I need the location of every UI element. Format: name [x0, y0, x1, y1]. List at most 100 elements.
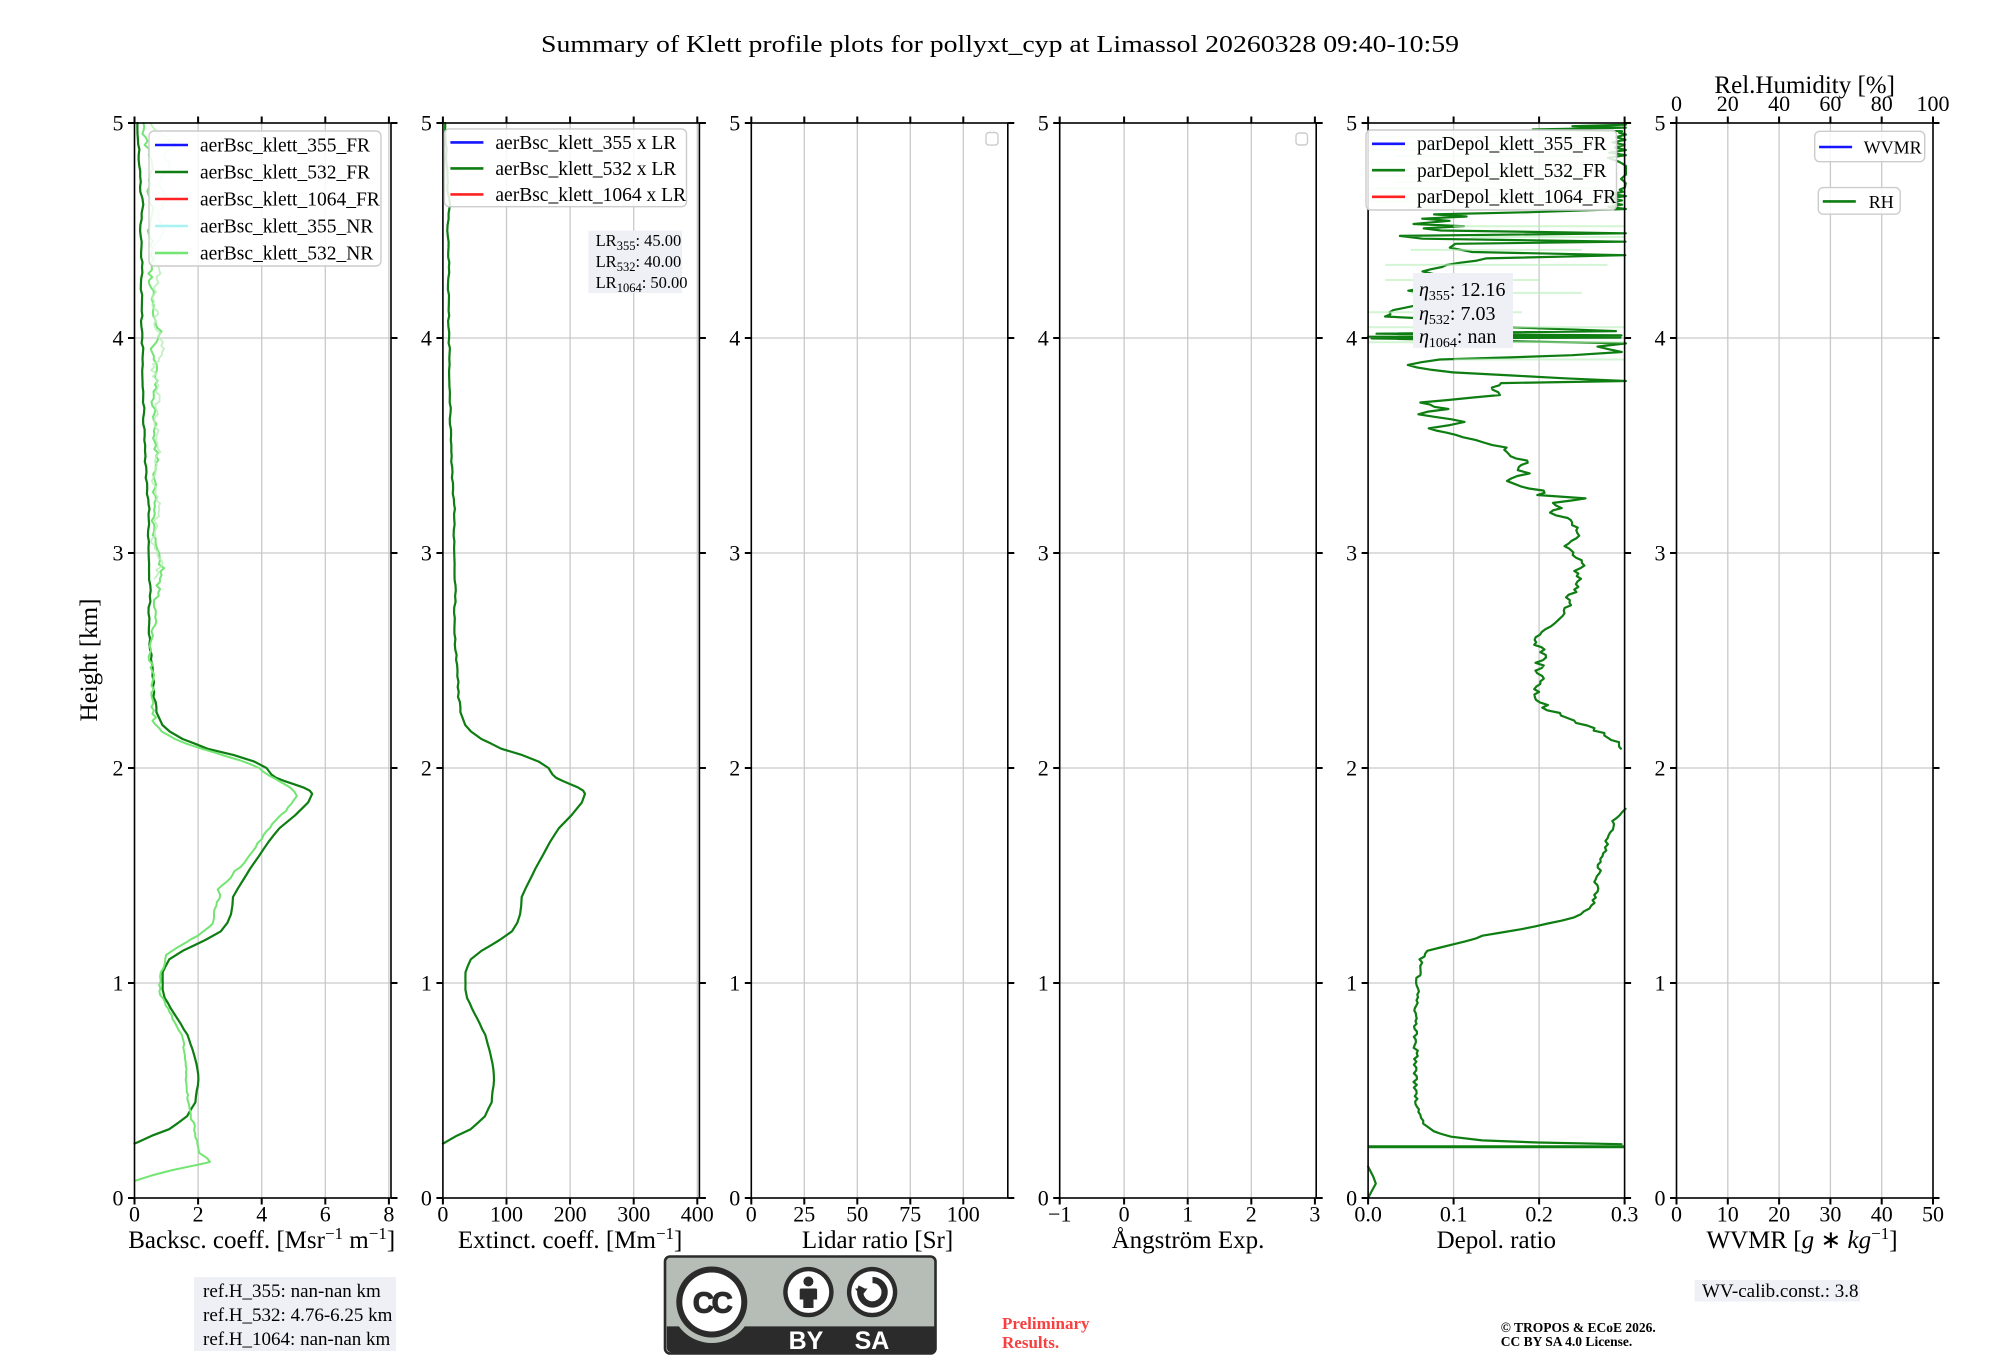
svg-text:200: 200	[554, 1202, 587, 1227]
svg-text:400: 400	[681, 1202, 714, 1227]
svg-text:ref.H_1064: nan-nan km: ref.H_1064: nan-nan km	[203, 1329, 391, 1350]
svg-text:CC: CC	[693, 1288, 733, 1320]
svg-text:20: 20	[1717, 91, 1739, 116]
svg-text:20: 20	[1768, 1202, 1790, 1227]
svg-text:LR1064: 50.00: LR1064: 50.00	[596, 273, 688, 295]
svg-text:6: 6	[320, 1202, 331, 1227]
svg-text:CC BY SA 4.0 License.: CC BY SA 4.0 License.	[1501, 1334, 1633, 1349]
svg-text:η355: 12.16: η355: 12.16	[1419, 279, 1505, 304]
svg-text:parDepol_klett_355_FR: parDepol_klett_355_FR	[1417, 134, 1607, 155]
svg-text:100: 100	[1917, 91, 1950, 116]
svg-text:1: 1	[421, 971, 432, 996]
svg-text:0: 0	[1655, 1186, 1666, 1211]
svg-text:Ångström Exp.: Ångström Exp.	[1112, 1227, 1265, 1254]
svg-text:5: 5	[1038, 111, 1049, 136]
svg-text:Depol. ratio: Depol. ratio	[1437, 1227, 1556, 1254]
svg-text:aerBsc_klett_1064_FR: aerBsc_klett_1064_FR	[200, 190, 380, 211]
svg-text:Summary of Klett profile plots: Summary of Klett profile plots for polly…	[541, 32, 1459, 58]
svg-text:0: 0	[1671, 91, 1682, 116]
svg-text:4: 4	[113, 326, 124, 351]
svg-text:ref.H_532: 4.76-6.25 km: ref.H_532: 4.76-6.25 km	[203, 1305, 393, 1326]
svg-text:LR532: 40.00: LR532: 40.00	[596, 252, 682, 274]
svg-text:1: 1	[729, 971, 740, 996]
svg-text:0: 0	[421, 1186, 432, 1211]
svg-text:0: 0	[1346, 1186, 1357, 1211]
svg-text:BY: BY	[789, 1327, 824, 1355]
svg-text:3: 3	[1309, 1202, 1320, 1227]
svg-text:Preliminary: Preliminary	[1002, 1314, 1090, 1333]
svg-text:0: 0	[437, 1202, 448, 1227]
svg-text:Results.: Results.	[1002, 1333, 1059, 1352]
svg-text:4: 4	[421, 326, 432, 351]
svg-text:3: 3	[1038, 541, 1049, 566]
svg-text:aerBsc_klett_355 x LR: aerBsc_klett_355 x LR	[495, 133, 676, 154]
svg-text:RH: RH	[1869, 192, 1894, 212]
svg-text:50: 50	[1922, 1202, 1944, 1227]
svg-text:0: 0	[729, 1186, 740, 1211]
svg-text:300: 300	[617, 1202, 650, 1227]
svg-text:1: 1	[113, 971, 124, 996]
svg-text:LR355: 45.00: LR355: 45.00	[596, 231, 682, 253]
svg-text:75: 75	[899, 1202, 921, 1227]
svg-text:25: 25	[793, 1202, 815, 1227]
svg-text:aerBsc_klett_1064 x LR: aerBsc_klett_1064 x LR	[495, 185, 686, 206]
svg-text:0: 0	[129, 1202, 140, 1227]
svg-text:SA: SA	[855, 1327, 890, 1355]
svg-text:8: 8	[383, 1202, 394, 1227]
svg-text:Lidar ratio [Sr]: Lidar ratio [Sr]	[802, 1227, 953, 1254]
svg-text:0.1: 0.1	[1440, 1202, 1468, 1227]
svg-text:5: 5	[729, 111, 740, 136]
svg-text:4: 4	[1038, 326, 1049, 351]
svg-text:2: 2	[193, 1202, 204, 1227]
svg-text:1: 1	[1038, 971, 1049, 996]
svg-text:0: 0	[1119, 1202, 1130, 1227]
svg-text:30: 30	[1819, 1202, 1841, 1227]
svg-text:aerBsc_klett_355_NR: aerBsc_klett_355_NR	[200, 217, 373, 238]
svg-text:1: 1	[1182, 1202, 1193, 1227]
svg-text:3: 3	[1346, 541, 1357, 566]
svg-text:WV-calib.const.: 3.8: WV-calib.const.: 3.8	[1702, 1281, 1859, 1302]
svg-text:aerBsc_klett_532_NR: aerBsc_klett_532_NR	[200, 244, 373, 265]
svg-text:0.2: 0.2	[1525, 1202, 1553, 1227]
svg-text:100: 100	[947, 1202, 980, 1227]
svg-text:aerBsc_klett_355_FR: aerBsc_klett_355_FR	[200, 136, 370, 157]
svg-text:0: 0	[746, 1202, 757, 1227]
svg-text:0: 0	[113, 1186, 124, 1211]
svg-text:4: 4	[1346, 326, 1357, 351]
svg-text:3: 3	[1655, 541, 1666, 566]
svg-text:100: 100	[490, 1202, 523, 1227]
svg-text:3: 3	[729, 541, 740, 566]
svg-text:2: 2	[1655, 756, 1666, 781]
svg-text:aerBsc_klett_532 x LR: aerBsc_klett_532 x LR	[495, 159, 676, 180]
svg-text:5: 5	[1346, 111, 1357, 136]
svg-text:parDepol_klett_1064_FR: parDepol_klett_1064_FR	[1417, 187, 1616, 208]
svg-text:0: 0	[1038, 1186, 1049, 1211]
svg-text:2: 2	[729, 756, 740, 781]
svg-text:80: 80	[1871, 91, 1893, 116]
svg-text:3: 3	[421, 541, 432, 566]
svg-text:2: 2	[113, 756, 124, 781]
svg-text:4: 4	[1655, 326, 1666, 351]
svg-text:3: 3	[113, 541, 124, 566]
svg-text:5: 5	[421, 111, 432, 136]
svg-text:4: 4	[729, 326, 740, 351]
svg-text:5: 5	[1655, 111, 1666, 136]
svg-text:10: 10	[1717, 1202, 1739, 1227]
svg-text:Extinct. coeff. [Mm−1]: Extinct. coeff. [Mm−1]	[458, 1224, 683, 1254]
svg-text:5: 5	[113, 111, 124, 136]
svg-text:1: 1	[1346, 971, 1357, 996]
svg-text:WVMR: WVMR	[1864, 138, 1922, 158]
svg-text:0.0: 0.0	[1354, 1202, 1382, 1227]
svg-text:1: 1	[1655, 971, 1666, 996]
svg-text:WVMR [g ∗ kg−1]: WVMR [g ∗ kg−1]	[1706, 1224, 1897, 1254]
svg-text:−1: −1	[1048, 1202, 1071, 1227]
svg-text:60: 60	[1819, 91, 1841, 116]
svg-text:50: 50	[846, 1202, 868, 1227]
svg-text:Height [km]: Height [km]	[76, 599, 103, 722]
svg-text:0.3: 0.3	[1611, 1202, 1639, 1227]
svg-text:4: 4	[256, 1202, 267, 1227]
svg-text:ref.H_355: nan-nan km: ref.H_355: nan-nan km	[203, 1281, 381, 1302]
svg-text:Rel.Humidity [%]: Rel.Humidity [%]	[1714, 72, 1895, 99]
svg-text:2: 2	[1346, 756, 1357, 781]
svg-text:© TROPOS & ECoE 2026.: © TROPOS & ECoE 2026.	[1501, 1320, 1656, 1335]
